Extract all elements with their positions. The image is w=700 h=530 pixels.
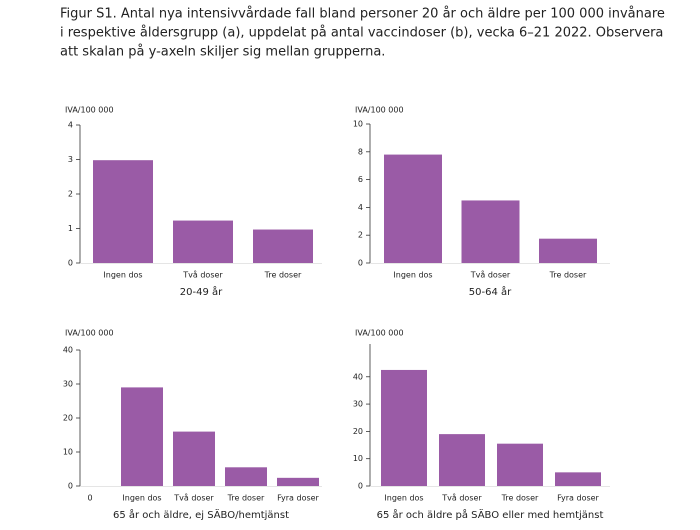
x-tick-label: 0 [87,494,92,503]
y-tick-label: 2 [358,231,363,240]
y-axis-label: IVA/100 000 [65,329,114,338]
x-tick-label: Ingen dos [122,494,161,503]
bar [555,472,601,486]
x-axis-label: 65 år och äldre på SÄBO eller med hemtjä… [377,508,604,521]
y-tick-label: 0 [68,482,73,491]
title-line: att skalan på y-axeln skiljer sig mellan… [60,45,385,60]
bar [381,369,427,486]
y-tick-label: 3 [68,155,73,164]
x-tick-label: Ingen dos [393,271,432,280]
y-tick-label: 0 [358,482,363,491]
y-tick-label: 0 [68,259,73,268]
y-tick-label: 4 [68,121,73,130]
y-tick-label: 1 [68,224,73,233]
y-tick-label: 40 [63,346,73,355]
y-tick-label: 30 [63,380,73,389]
y-tick-label: 40 [353,372,363,381]
y-tick-label: 4 [358,203,363,212]
y-tick-label: 0 [358,259,363,268]
y-tick-label: 6 [358,175,363,184]
x-tick-label: Tre doser [501,494,539,503]
y-tick-label: 20 [63,414,73,423]
y-tick-label: 10 [63,448,73,457]
bar [121,387,163,486]
y-tick-label: 30 [353,400,363,409]
x-tick-label: Fyra doser [557,494,599,503]
x-axis-label: 50-64 år [469,285,512,298]
x-tick-label: Fyra doser [277,494,319,503]
x-tick-label: Två doser [441,493,482,503]
x-axis-label: 65 år och äldre, ej SÄBO/hemtjänst [113,508,289,521]
y-tick-label: 2 [68,190,73,199]
x-tick-label: Ingen dos [384,494,423,503]
x-tick-label: Tre doser [227,494,265,503]
title-line: i respektive åldersgrupp (a), uppdelat p… [60,26,663,41]
x-tick-label: Två doser [182,270,223,280]
x-tick-label: Tre doser [264,271,302,280]
y-axis-label: IVA/100 000 [355,329,404,338]
x-tick-label: Tre doser [549,271,587,280]
y-tick-label: 10 [353,454,363,463]
bar [93,160,153,263]
x-tick-label: Två doser [173,493,214,503]
y-tick-label: 10 [353,120,363,129]
bar [225,467,267,486]
bar [439,434,485,486]
bar [253,229,313,263]
x-tick-label: Ingen dos [103,271,142,280]
bar [497,443,543,486]
y-tick-label: 8 [358,147,363,156]
bar [539,238,597,263]
bar [461,200,520,263]
y-axis-label: IVA/100 000 [65,106,114,115]
y-tick-label: 20 [353,427,363,436]
x-tick-label: Två doser [470,270,511,280]
bar [277,477,319,486]
bar [173,220,233,263]
x-axis-label: 20-49 år [180,285,223,298]
bar [384,154,442,263]
title-line: Figur S1. Antal nya intensivvårdade fall… [60,7,665,22]
y-axis-label: IVA/100 000 [355,106,404,115]
bar [173,431,215,486]
